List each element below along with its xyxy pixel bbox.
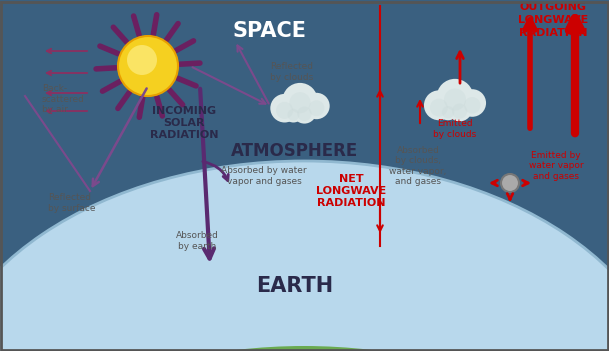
Text: ATMOSPHERE: ATMOSPHERE — [231, 142, 359, 160]
Ellipse shape — [0, 161, 609, 351]
Text: Reflected
by surface: Reflected by surface — [48, 193, 96, 213]
Circle shape — [289, 92, 311, 113]
Circle shape — [437, 79, 473, 115]
Circle shape — [270, 94, 299, 122]
Text: SPACE: SPACE — [233, 21, 307, 41]
Circle shape — [276, 102, 293, 119]
Circle shape — [424, 90, 454, 120]
Circle shape — [430, 99, 448, 117]
Circle shape — [292, 99, 317, 124]
Circle shape — [303, 93, 329, 119]
Text: INCOMING
SOLAR
RADIATION: INCOMING SOLAR RADIATION — [150, 106, 218, 140]
Circle shape — [442, 106, 454, 118]
Text: EARTH: EARTH — [256, 276, 334, 296]
Circle shape — [309, 100, 325, 116]
Circle shape — [118, 36, 178, 96]
Circle shape — [501, 174, 519, 192]
Circle shape — [283, 83, 318, 118]
Text: Absorbed by water
vapor and gases: Absorbed by water vapor and gases — [221, 166, 307, 186]
Circle shape — [287, 109, 300, 121]
Ellipse shape — [0, 346, 609, 351]
Text: OUTGOING
LONGWAVE
RADIATION: OUTGOING LONGWAVE RADIATION — [518, 2, 588, 38]
Text: Emitted by
water vapor
and gases: Emitted by water vapor and gases — [529, 151, 583, 181]
Circle shape — [464, 97, 481, 114]
Circle shape — [284, 103, 303, 122]
Circle shape — [297, 106, 312, 121]
Text: Back-
scattered
by air: Back- scattered by air — [42, 84, 85, 114]
Text: Absorbed
by clouds,
water vapor,
and gases: Absorbed by clouds, water vapor, and gas… — [389, 146, 446, 186]
Circle shape — [444, 88, 466, 111]
Circle shape — [438, 100, 459, 120]
Text: NET
LONGWAVE
RADIATION: NET LONGWAVE RADIATION — [316, 174, 386, 208]
Circle shape — [127, 45, 157, 75]
Text: Emitted
by clouds: Emitted by clouds — [434, 119, 477, 139]
Text: Reflected
by clouds: Reflected by clouds — [270, 62, 314, 82]
Circle shape — [452, 104, 467, 119]
Circle shape — [459, 89, 486, 117]
Circle shape — [447, 96, 472, 121]
Text: Absorbed
by earth: Absorbed by earth — [175, 231, 219, 251]
